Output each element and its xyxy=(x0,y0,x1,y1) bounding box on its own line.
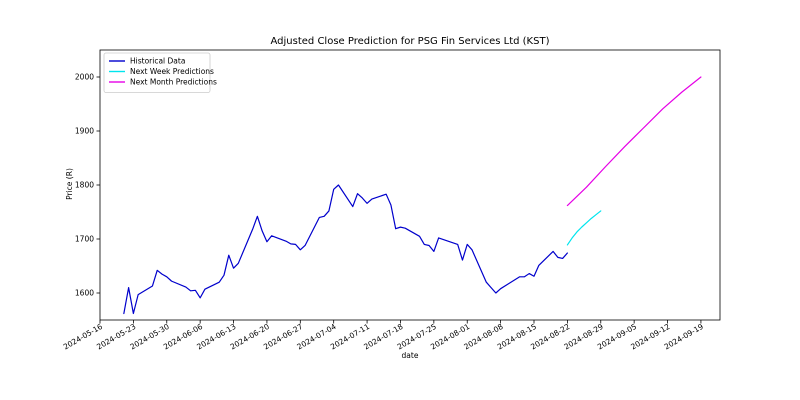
y-tick-label: 2000 xyxy=(75,73,94,82)
chart-title: Adjusted Close Prediction for PSG Fin Se… xyxy=(271,36,550,47)
y-axis-label: Price (R) xyxy=(65,168,74,200)
y-tick-label: 1700 xyxy=(75,235,94,244)
y-tick-label: 1800 xyxy=(75,181,94,190)
y-tick-label: 1600 xyxy=(75,289,94,298)
series-line-0 xyxy=(123,184,568,315)
y-tick-label: 1900 xyxy=(75,127,94,136)
series-layer xyxy=(123,76,702,315)
series-line-1 xyxy=(566,210,602,246)
legend-label-2: Next Month Predictions xyxy=(130,78,217,87)
legend-box xyxy=(103,52,211,93)
series-line-2 xyxy=(566,76,702,207)
legend-label-1: Next Week Predictions xyxy=(130,67,214,76)
legend-label-0: Historical Data xyxy=(130,57,185,66)
x-axis-label: date xyxy=(402,351,419,360)
